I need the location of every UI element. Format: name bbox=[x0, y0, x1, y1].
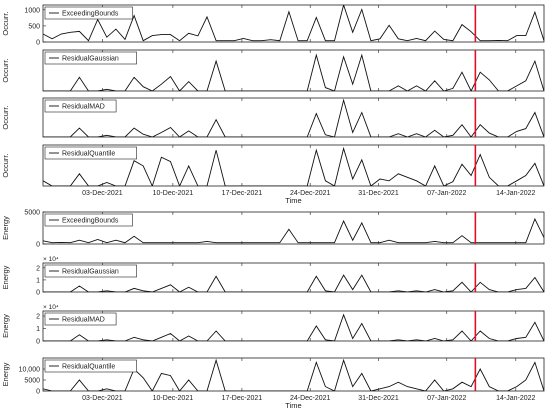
x-tick-label: 17-Dec-2021 bbox=[222, 395, 263, 402]
x-tick-label: 03-Dec-2021 bbox=[82, 395, 123, 402]
panel-occurrences-exceedingbounds: 0 500 1000 Occurr. ExceedingBounds bbox=[1, 4, 545, 47]
y-tick-label: 0 bbox=[36, 339, 40, 346]
y-tick-label: 5000 bbox=[24, 210, 40, 217]
x-tick-label: 17-Dec-2021 bbox=[222, 190, 263, 197]
y-axis-label: Energy bbox=[1, 314, 10, 338]
y-tick-label: 500 bbox=[28, 23, 40, 30]
y-tick-label: 0 bbox=[36, 389, 40, 396]
legend: ResidualGaussian bbox=[44, 264, 137, 278]
legend: ExceedingBounds bbox=[44, 6, 133, 20]
legend-label: ExceedingBounds bbox=[62, 11, 119, 18]
x-axis-label: Time bbox=[285, 401, 301, 410]
x-tick-label: 31-Dec-2021 bbox=[358, 190, 399, 197]
axes-box bbox=[42, 97, 545, 138]
y-tick-label: 1000 bbox=[24, 7, 40, 14]
y-axis-label: Energy bbox=[1, 216, 10, 240]
legend: ResidualQuantile bbox=[44, 146, 137, 160]
y-axis-label: Occurr. bbox=[1, 153, 10, 177]
y-axis-label: Occurr. bbox=[1, 58, 10, 82]
series-line bbox=[43, 53, 544, 91]
y-tick-label: 2 bbox=[36, 314, 40, 321]
series-line bbox=[43, 5, 544, 42]
x-tick-label: 14-Jan-2022 bbox=[496, 395, 535, 402]
x-tick-label: 24-Dec-2021 bbox=[290, 395, 331, 402]
y-tick-label: 0 bbox=[36, 40, 40, 47]
legend-label: ResidualGaussian bbox=[62, 269, 119, 276]
legend: ExceedingBounds bbox=[44, 213, 133, 227]
x-tick-label: 07-Jan-2022 bbox=[427, 190, 466, 197]
legend-box bbox=[44, 312, 117, 326]
x-tick-label: 10-Dec-2021 bbox=[153, 190, 194, 197]
legend-label: ResidualQuantile bbox=[62, 151, 115, 158]
x-axis-label: Time bbox=[285, 196, 301, 205]
axes-box bbox=[42, 310, 545, 342]
legend-label: ResidualMAD bbox=[62, 104, 105, 111]
y-tick-label: 1 bbox=[36, 326, 40, 333]
series-line bbox=[43, 146, 544, 186]
series-line bbox=[43, 358, 544, 391]
panel-occurrences-residualquantile: Occurr. ResidualQuantile 03-Dec-2021 10-Dec… bbox=[1, 144, 545, 205]
legend-label: ResidualQuantile bbox=[62, 364, 115, 371]
legend-box bbox=[44, 6, 133, 20]
legend-box bbox=[44, 51, 137, 65]
y-tick-label: 0 bbox=[36, 242, 40, 249]
x-tick-label: 07-Jan-2022 bbox=[427, 395, 466, 402]
y-axis-label: Energy bbox=[1, 362, 10, 386]
x-tick-label: 14-Jan-2022 bbox=[496, 190, 535, 197]
x-tick-label: 24-Dec-2021 bbox=[290, 190, 331, 197]
x-tick-label: 03-Dec-2021 bbox=[82, 190, 123, 197]
y-tick-label: 10,000 bbox=[19, 367, 41, 374]
legend: ResidualMAD bbox=[44, 99, 117, 113]
panel-occurrences-residualgaussian: Occurr. ResidualGaussian bbox=[1, 49, 545, 92]
y-tick-label: 1 bbox=[36, 277, 40, 284]
legend-box bbox=[44, 213, 133, 227]
legend-box bbox=[44, 264, 137, 278]
x-tick-label: 10-Dec-2021 bbox=[153, 395, 194, 402]
legend-box bbox=[44, 146, 137, 160]
y-exponent-label: × 10⁴ bbox=[43, 304, 59, 311]
y-axis-label: Occurr. bbox=[1, 105, 10, 129]
series-line bbox=[43, 217, 544, 244]
y-exponent-label: × 10⁴ bbox=[43, 256, 59, 263]
panel-energy-residualgaussian: 0 1 2× 10⁴ Energy ResidualGaussian bbox=[1, 256, 545, 297]
panel-energy-residualmad: 0 1 2× 10⁴ Energy ResidualMAD bbox=[1, 304, 545, 346]
legend-label: ExceedingBounds bbox=[62, 218, 119, 225]
legend: ResidualQuantile bbox=[44, 359, 137, 373]
legend-box bbox=[44, 99, 117, 113]
series-line bbox=[43, 313, 544, 341]
series-line bbox=[43, 274, 544, 292]
y-tick-label: 2 bbox=[36, 265, 40, 272]
series-line bbox=[43, 98, 544, 137]
legend-label: ResidualGaussian bbox=[62, 56, 119, 63]
x-tick-label: 31-Dec-2021 bbox=[358, 395, 399, 402]
y-tick-label: 0 bbox=[36, 290, 40, 297]
legend: ResidualMAD bbox=[44, 312, 117, 326]
legend-box bbox=[44, 359, 137, 373]
y-axis-label: Energy bbox=[1, 265, 10, 289]
legend-label: ResidualMAD bbox=[62, 317, 105, 324]
panel-energy-residualquantile: 0 5000 10,000 Energy ResidualQuantile 03-Dec-… bbox=[1, 357, 545, 410]
y-tick-label: 5000 bbox=[24, 378, 40, 385]
panel-energy-exceedingbounds: 0 5000 Energy ExceedingBounds bbox=[1, 210, 545, 249]
legend: ResidualGaussian bbox=[44, 51, 137, 65]
panel-occurrences-residualmad: Occurr. ResidualMAD bbox=[1, 97, 545, 138]
y-axis-label: Occurr. bbox=[1, 11, 10, 35]
